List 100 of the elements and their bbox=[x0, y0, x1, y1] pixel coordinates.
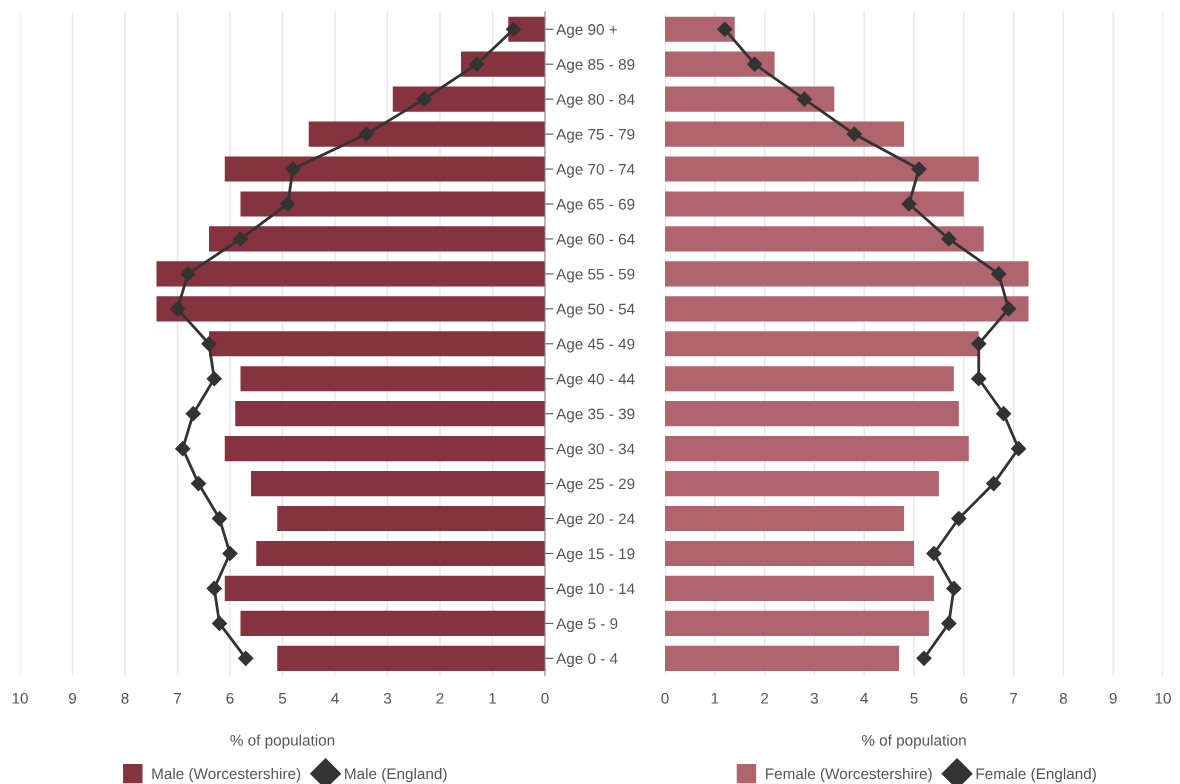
point bbox=[469, 56, 485, 72]
bar bbox=[665, 575, 934, 602]
x-tick-label: 6 bbox=[226, 692, 234, 704]
y-tick-label: Age 80 - 84 bbox=[556, 94, 635, 108]
point bbox=[238, 650, 254, 666]
y-tick-label: Age 30 - 34 bbox=[556, 443, 635, 458]
point bbox=[232, 231, 249, 247]
bar bbox=[665, 121, 905, 147]
point bbox=[901, 196, 917, 212]
point bbox=[986, 476, 1002, 492]
bar bbox=[156, 261, 545, 287]
y-tick-label: Age 50 - 54 bbox=[556, 303, 635, 318]
point bbox=[717, 21, 733, 37]
bar bbox=[209, 331, 545, 357]
y-tick-label: Age 55 - 59 bbox=[556, 268, 635, 283]
bar bbox=[240, 610, 545, 636]
y-tick-label: Age 5 - 9 bbox=[556, 618, 618, 633]
bar bbox=[665, 51, 775, 77]
point bbox=[201, 336, 217, 352]
point bbox=[505, 21, 522, 37]
x-tick-label: 10 bbox=[1155, 692, 1171, 704]
point bbox=[1011, 441, 1027, 457]
y-tick-label: Age 20 - 24 bbox=[556, 513, 635, 528]
y-tick-label: Age 40 - 44 bbox=[556, 373, 635, 388]
y-tick-label: Age 90 + bbox=[556, 24, 617, 38]
bar bbox=[665, 16, 735, 42]
y-tick-label: Age 0 - 4 bbox=[556, 653, 618, 668]
point bbox=[941, 231, 957, 247]
y-tick-label: Age 15 - 19 bbox=[556, 548, 635, 563]
bar bbox=[665, 436, 969, 462]
x-tick-label: 9 bbox=[68, 692, 77, 704]
point bbox=[946, 580, 962, 597]
point bbox=[280, 196, 296, 212]
bar bbox=[665, 610, 929, 636]
x-tick-label: 3 bbox=[383, 692, 392, 704]
y-tick-label: Age 60 - 64 bbox=[556, 233, 635, 248]
point bbox=[926, 545, 942, 562]
bar bbox=[665, 540, 914, 567]
x-tick-label: 7 bbox=[1010, 693, 1018, 704]
point bbox=[206, 371, 222, 387]
bar bbox=[308, 121, 545, 147]
bar bbox=[665, 645, 900, 671]
bar bbox=[665, 296, 1029, 322]
point bbox=[846, 126, 862, 142]
bar bbox=[224, 156, 545, 182]
y-tick-label: Age 35 - 39 bbox=[556, 408, 635, 423]
point bbox=[991, 266, 1007, 282]
bar bbox=[240, 366, 545, 392]
x-tick-label: 3 bbox=[810, 692, 818, 704]
point bbox=[996, 406, 1012, 422]
point bbox=[911, 161, 927, 177]
legend-label: Male (England) bbox=[345, 767, 447, 783]
point bbox=[916, 650, 932, 666]
bar bbox=[665, 156, 979, 182]
x-tick-label: 1 bbox=[711, 693, 719, 704]
x-tick-label: 5 bbox=[278, 693, 287, 704]
bar bbox=[235, 401, 545, 427]
x-tick-label: 2 bbox=[436, 692, 444, 704]
x-axis-title: % of population bbox=[230, 734, 335, 749]
point bbox=[169, 301, 186, 317]
legend-label: Female (England) bbox=[976, 767, 1096, 783]
point bbox=[796, 91, 813, 107]
bar bbox=[665, 226, 984, 252]
bar bbox=[240, 191, 545, 217]
bar bbox=[277, 505, 545, 532]
bar bbox=[665, 86, 835, 112]
y-tick-label: Age 10 - 14 bbox=[556, 583, 635, 598]
y-tick-label: Age 45 - 49 bbox=[556, 338, 635, 353]
point bbox=[971, 371, 987, 387]
bar bbox=[392, 86, 545, 112]
point bbox=[951, 510, 967, 527]
point bbox=[211, 615, 228, 631]
bar bbox=[665, 401, 959, 427]
bar bbox=[665, 366, 954, 392]
point bbox=[222, 545, 238, 562]
x-tick-label: 9 bbox=[1109, 692, 1117, 704]
point bbox=[747, 56, 763, 72]
bar bbox=[251, 471, 545, 497]
x-tick-label: 0 bbox=[541, 692, 549, 704]
x-axis-title: % of population bbox=[861, 734, 966, 749]
x-tick-label: 0 bbox=[661, 692, 669, 704]
legend-label: Male (Worcestershire) bbox=[152, 767, 301, 783]
y-tick-label: Age 70 - 74 bbox=[556, 163, 635, 178]
legend-label: Female (Worcestershire) bbox=[766, 767, 932, 783]
bar bbox=[665, 505, 905, 532]
point bbox=[1001, 301, 1017, 317]
x-tick-label: 5 bbox=[910, 693, 918, 704]
x-tick-label: 7 bbox=[174, 693, 181, 704]
bar bbox=[224, 575, 545, 602]
point bbox=[175, 441, 191, 457]
point bbox=[206, 580, 222, 597]
bar bbox=[256, 540, 545, 567]
y-tick-label: Age 75 - 79 bbox=[556, 128, 635, 143]
point bbox=[190, 476, 207, 492]
bar bbox=[665, 261, 1029, 287]
x-tick-label: 6 bbox=[960, 692, 968, 704]
point bbox=[416, 91, 432, 107]
point bbox=[358, 126, 375, 142]
point bbox=[941, 615, 957, 631]
x-tick-label: 8 bbox=[1059, 692, 1067, 704]
